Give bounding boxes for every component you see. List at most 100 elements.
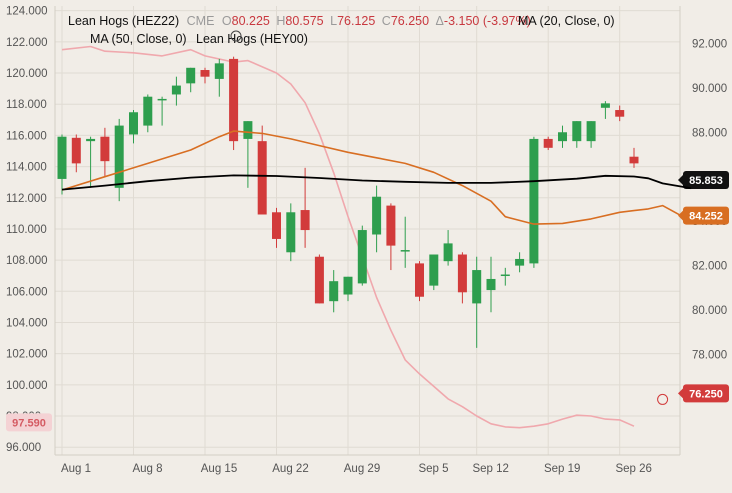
candle[interactable] — [200, 67, 210, 84]
candle[interactable] — [114, 118, 124, 202]
legend-line-1: Lean Hogs (HEZ22) CME O80.225 H80.575 L7… — [68, 14, 531, 28]
legend-ma20: MA (20, Close, 0) — [518, 14, 615, 28]
candle[interactable] — [86, 136, 96, 188]
candle[interactable] — [171, 76, 181, 106]
candle-body — [543, 138, 553, 148]
candle-body — [300, 210, 310, 231]
candle[interactable] — [286, 203, 296, 262]
ma20-line — [61, 174, 692, 191]
candle[interactable] — [386, 203, 396, 271]
candle-body — [515, 258, 525, 266]
candle[interactable] — [186, 67, 196, 93]
legend-comparison: Lean Hogs (HEY00) — [196, 32, 308, 46]
candle[interactable] — [157, 96, 167, 126]
left-tick-label: 100.000 — [6, 380, 48, 392]
candle[interactable] — [400, 216, 410, 268]
x-tick-label: Sep 26 — [615, 463, 651, 475]
candle[interactable] — [443, 230, 453, 266]
candle-body — [372, 196, 382, 235]
candle[interactable] — [129, 110, 138, 144]
legend-l-label: L — [330, 14, 337, 28]
candle[interactable] — [300, 167, 310, 248]
legend-h-label: H — [276, 14, 285, 28]
candle[interactable] — [272, 207, 281, 248]
price-badge-label: 85.853 — [689, 175, 723, 187]
left-tick-label: 122.000 — [6, 37, 48, 49]
candle-body — [229, 58, 239, 142]
candle[interactable] — [586, 121, 596, 148]
candle-body — [57, 136, 67, 179]
candle-body — [558, 132, 567, 142]
candle[interactable] — [314, 254, 324, 304]
candle-body — [186, 67, 196, 84]
legend-open: 80.225 — [232, 14, 270, 28]
left-tick-label: 104.000 — [6, 317, 48, 329]
left-tick-label: 124.000 — [6, 6, 48, 18]
candle[interactable] — [100, 127, 110, 177]
candle[interactable] — [629, 147, 639, 168]
candle[interactable] — [143, 94, 153, 133]
candle[interactable] — [572, 121, 582, 148]
comparison-series — [61, 45, 635, 429]
candle-body — [143, 96, 153, 126]
candle-body — [129, 112, 138, 135]
legend-change: -3.150 (-3.97%) — [444, 14, 531, 28]
legend-delta-label: Δ — [436, 14, 444, 28]
candle[interactable] — [415, 261, 424, 302]
candle-body — [400, 250, 410, 252]
legend-close: 76.250 — [391, 14, 429, 28]
x-tick-label: Aug 22 — [272, 463, 308, 475]
candle[interactable] — [257, 125, 267, 215]
x-tick-label: Aug 15 — [201, 463, 237, 475]
candle[interactable] — [543, 136, 553, 151]
candle[interactable] — [229, 56, 239, 151]
candle[interactable] — [600, 101, 610, 119]
candle[interactable] — [500, 267, 510, 286]
candle[interactable] — [357, 225, 367, 286]
candle-body — [500, 274, 510, 277]
candle[interactable] — [472, 256, 482, 348]
candle-body — [472, 270, 482, 304]
candle-body — [243, 121, 253, 139]
candle[interactable] — [529, 136, 539, 268]
left-tick-label: 118.000 — [6, 99, 47, 111]
price-badge-label: 84.252 — [689, 211, 723, 223]
candles[interactable] — [57, 56, 639, 348]
candle-body — [171, 85, 181, 95]
price-badge — [683, 384, 729, 403]
candle-body — [114, 125, 124, 188]
legend-c-label: C — [382, 14, 391, 28]
right-tick-label: 78.000 — [692, 350, 727, 362]
price-badge-arrow — [678, 388, 683, 399]
right-tick-label: 90.000 — [692, 83, 727, 95]
candle[interactable] — [214, 58, 224, 97]
price-badges: 85.853 84.252 76.250 97.590 — [6, 170, 729, 432]
candle-body — [214, 63, 224, 79]
price-badge-label: 76.250 — [689, 388, 723, 400]
moving-averages — [61, 130, 692, 225]
candle[interactable] — [329, 270, 339, 313]
candle[interactable] — [558, 125, 567, 148]
x-tick-label: Sep 12 — [472, 463, 508, 475]
left-tick-label: 96.000 — [6, 442, 41, 454]
candle[interactable] — [429, 254, 439, 291]
candle[interactable] — [372, 185, 382, 253]
candle-body — [529, 138, 539, 264]
candle-body — [629, 156, 639, 164]
candle[interactable] — [343, 276, 353, 302]
candle[interactable] — [486, 256, 496, 313]
candle-body — [386, 205, 396, 246]
candle[interactable] — [71, 134, 81, 173]
candle[interactable] — [515, 252, 525, 273]
candle[interactable] — [457, 252, 467, 304]
candle[interactable] — [57, 134, 67, 195]
legend: Lean Hogs (HEZ22) CME O80.225 H80.575 L7… — [68, 14, 615, 46]
left-tick-label: 112.000 — [6, 193, 47, 205]
x-tick-label: Aug 1 — [61, 463, 91, 475]
candle[interactable] — [615, 105, 625, 122]
right-tick-label: 80.000 — [692, 305, 727, 317]
legend-ma50: MA (50, Close, 0) — [90, 32, 187, 46]
candle-body — [429, 254, 439, 286]
